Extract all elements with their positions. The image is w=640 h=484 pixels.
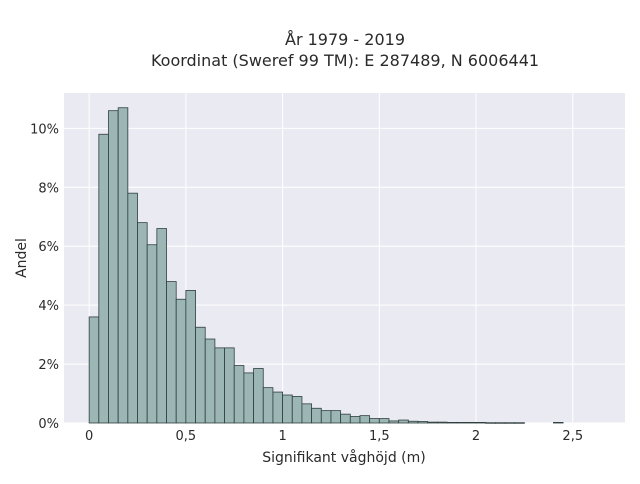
histogram-bar [117,107,129,424]
histogram-bar [407,420,419,424]
histogram-bar [137,222,148,424]
histogram-bar [195,326,206,424]
histogram-bar [282,394,293,424]
chart-title-line-1: År 1979 - 2019 [285,30,405,49]
histogram-bar [88,316,100,424]
y-axis-label: Andel [14,238,30,278]
histogram-bar [475,422,487,424]
y-tick-labels: 0% 2% 4% 6% 8% 10% [30,122,59,432]
bars-layer [88,107,564,424]
y-tick-label: 2% [38,358,59,373]
histogram-bar [494,422,506,424]
x-tick-label: 0,5 [176,429,197,444]
histogram-bar [436,421,448,424]
histogram-bar [485,422,496,424]
histogram-bar [204,338,216,424]
histogram-bar [349,416,361,424]
y-tick-label: 8% [38,181,59,196]
x-tick-label: 0 [85,429,93,444]
histogram-bar [253,368,264,424]
histogram-bar [359,415,371,424]
histogram-bar [175,298,187,424]
histogram-bar [243,372,254,424]
x-axis-label: Signifikant våghöjd (m) [262,449,425,466]
histogram-bar [98,133,109,424]
histogram-bar [272,391,283,424]
histogram-bar [369,418,380,424]
histogram-bar [514,422,525,424]
histogram-bar [127,192,138,424]
histogram-bar [427,421,438,424]
histogram-bar [291,396,303,424]
y-tick-label: 4% [38,299,59,314]
y-tick-label: 6% [38,240,59,255]
x-tick-label: 2,5 [562,429,583,444]
histogram-bar [417,421,429,424]
histogram-bar [553,422,564,424]
x-tick-label: 1 [278,429,286,444]
histogram-bar [330,410,342,424]
x-tick-label: 1,5 [369,429,390,444]
histogram-bar [262,387,274,424]
histogram-bar [185,290,196,424]
histogram-bar [224,347,235,424]
histogram-bar [388,420,400,424]
y-tick-label: 10% [30,122,59,137]
x-tick-label: 2 [472,429,480,444]
y-tick-label: 0% [38,417,59,432]
histogram-bar [446,422,458,424]
histogram-bar [320,410,332,424]
x-tick-labels: 0 0,5 1 1,5 2 2,5 [85,429,583,444]
histogram-bar [214,347,225,424]
histogram-bar [465,422,477,424]
histogram-bar [504,422,516,424]
histogram-bar [340,413,351,424]
histogram-bar [311,407,322,424]
histogram-bar [146,244,158,424]
histogram-bar [456,422,467,424]
histogram-bar [166,281,177,424]
histogram-bar [301,403,313,424]
histogram-bar [398,419,409,424]
chart-title-line-2: Koordinat (Sweref 99 TM): E 287489, N 60… [151,51,539,70]
histogram-bar [233,365,245,424]
histogram-bar [156,228,167,424]
histogram-bar [378,418,390,424]
histogram-bar [108,110,119,424]
